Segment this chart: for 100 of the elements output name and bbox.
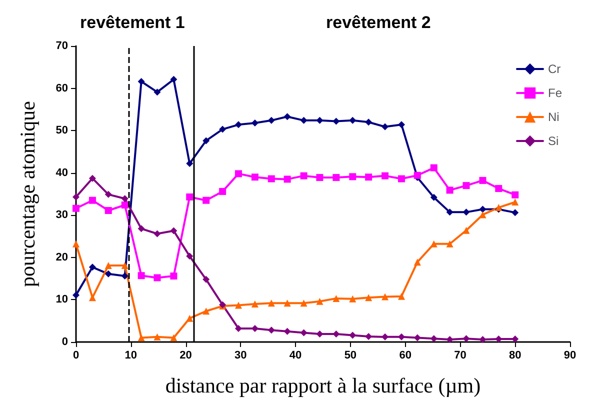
point	[251, 119, 258, 126]
point	[104, 206, 112, 214]
y-tick-label: 30	[56, 209, 68, 222]
point	[170, 334, 178, 342]
point	[104, 270, 112, 278]
point	[72, 193, 80, 200]
point	[316, 116, 324, 124]
point	[398, 292, 405, 300]
point	[332, 174, 340, 182]
point	[88, 174, 96, 182]
legend-label: Cr	[548, 62, 561, 76]
point	[495, 336, 502, 343]
point	[479, 336, 486, 343]
point	[512, 191, 519, 198]
point	[154, 274, 161, 282]
point	[300, 172, 308, 180]
point	[251, 174, 258, 181]
point	[104, 190, 112, 198]
point	[332, 330, 340, 338]
point	[398, 121, 405, 128]
point	[154, 333, 161, 340]
point	[234, 324, 242, 332]
point	[170, 272, 178, 280]
point	[186, 160, 194, 168]
y-tick-label: 60	[56, 82, 68, 94]
point	[88, 264, 96, 271]
point	[430, 335, 438, 342]
point	[382, 123, 389, 130]
point	[495, 185, 502, 192]
point	[349, 116, 356, 124]
point	[398, 333, 405, 340]
x-axis-title: distance par rapport à la surface (µm)	[165, 374, 481, 398]
point	[138, 334, 145, 342]
point	[234, 170, 242, 178]
point	[512, 336, 519, 343]
legend-label: Si	[548, 134, 559, 148]
point	[316, 174, 324, 182]
point	[316, 298, 324, 305]
point	[446, 336, 454, 343]
point	[202, 196, 210, 204]
point	[251, 300, 258, 308]
point	[332, 294, 340, 302]
point	[268, 300, 275, 307]
point	[284, 176, 291, 183]
x-tick-label: 60	[399, 350, 412, 362]
text: revêtement 2	[326, 13, 431, 32]
point	[382, 333, 389, 340]
point	[365, 174, 372, 181]
point	[202, 137, 210, 144]
point	[398, 175, 405, 182]
x-tick-label: 70	[454, 350, 466, 362]
point	[300, 300, 308, 307]
point	[138, 78, 145, 86]
point	[462, 182, 470, 190]
point	[88, 196, 96, 204]
y-tick-label: 0	[62, 336, 68, 348]
point	[349, 332, 356, 339]
point	[154, 88, 161, 96]
point	[202, 308, 210, 315]
point	[300, 116, 308, 124]
point	[268, 116, 275, 124]
point	[268, 326, 275, 334]
point	[219, 188, 226, 195]
point	[512, 209, 519, 216]
x-tick-label: 10	[124, 350, 138, 362]
y-tick-label: 40	[56, 166, 68, 179]
x-tick-label: 40	[289, 350, 302, 362]
point	[479, 211, 486, 218]
point	[512, 198, 519, 206]
point	[430, 240, 438, 248]
point	[121, 272, 128, 280]
point	[72, 292, 80, 299]
x-tick-label: 20	[180, 350, 192, 362]
point	[446, 240, 454, 248]
point	[414, 334, 421, 342]
y-tick-label: 10	[56, 294, 68, 306]
point	[72, 204, 80, 212]
point	[446, 208, 454, 216]
point	[104, 262, 112, 269]
legend-label: Fe	[548, 86, 562, 100]
point	[300, 329, 308, 336]
legend-label: Ni	[548, 110, 560, 124]
point	[186, 193, 194, 200]
text: revêtement 1	[80, 13, 185, 32]
x-tick-label: 80	[508, 350, 522, 362]
point	[154, 230, 161, 238]
point	[365, 118, 372, 126]
x-tick-label: 30	[234, 350, 247, 362]
x-tick-label: 90	[564, 350, 576, 362]
point	[382, 293, 389, 300]
point	[349, 173, 356, 180]
point	[316, 330, 324, 338]
point	[186, 252, 194, 260]
y-axis-title: pourcentage atomique	[16, 100, 40, 288]
point	[268, 175, 275, 182]
point	[121, 201, 128, 208]
point	[430, 164, 438, 172]
point	[414, 258, 421, 266]
point	[284, 113, 291, 120]
point	[186, 314, 194, 322]
